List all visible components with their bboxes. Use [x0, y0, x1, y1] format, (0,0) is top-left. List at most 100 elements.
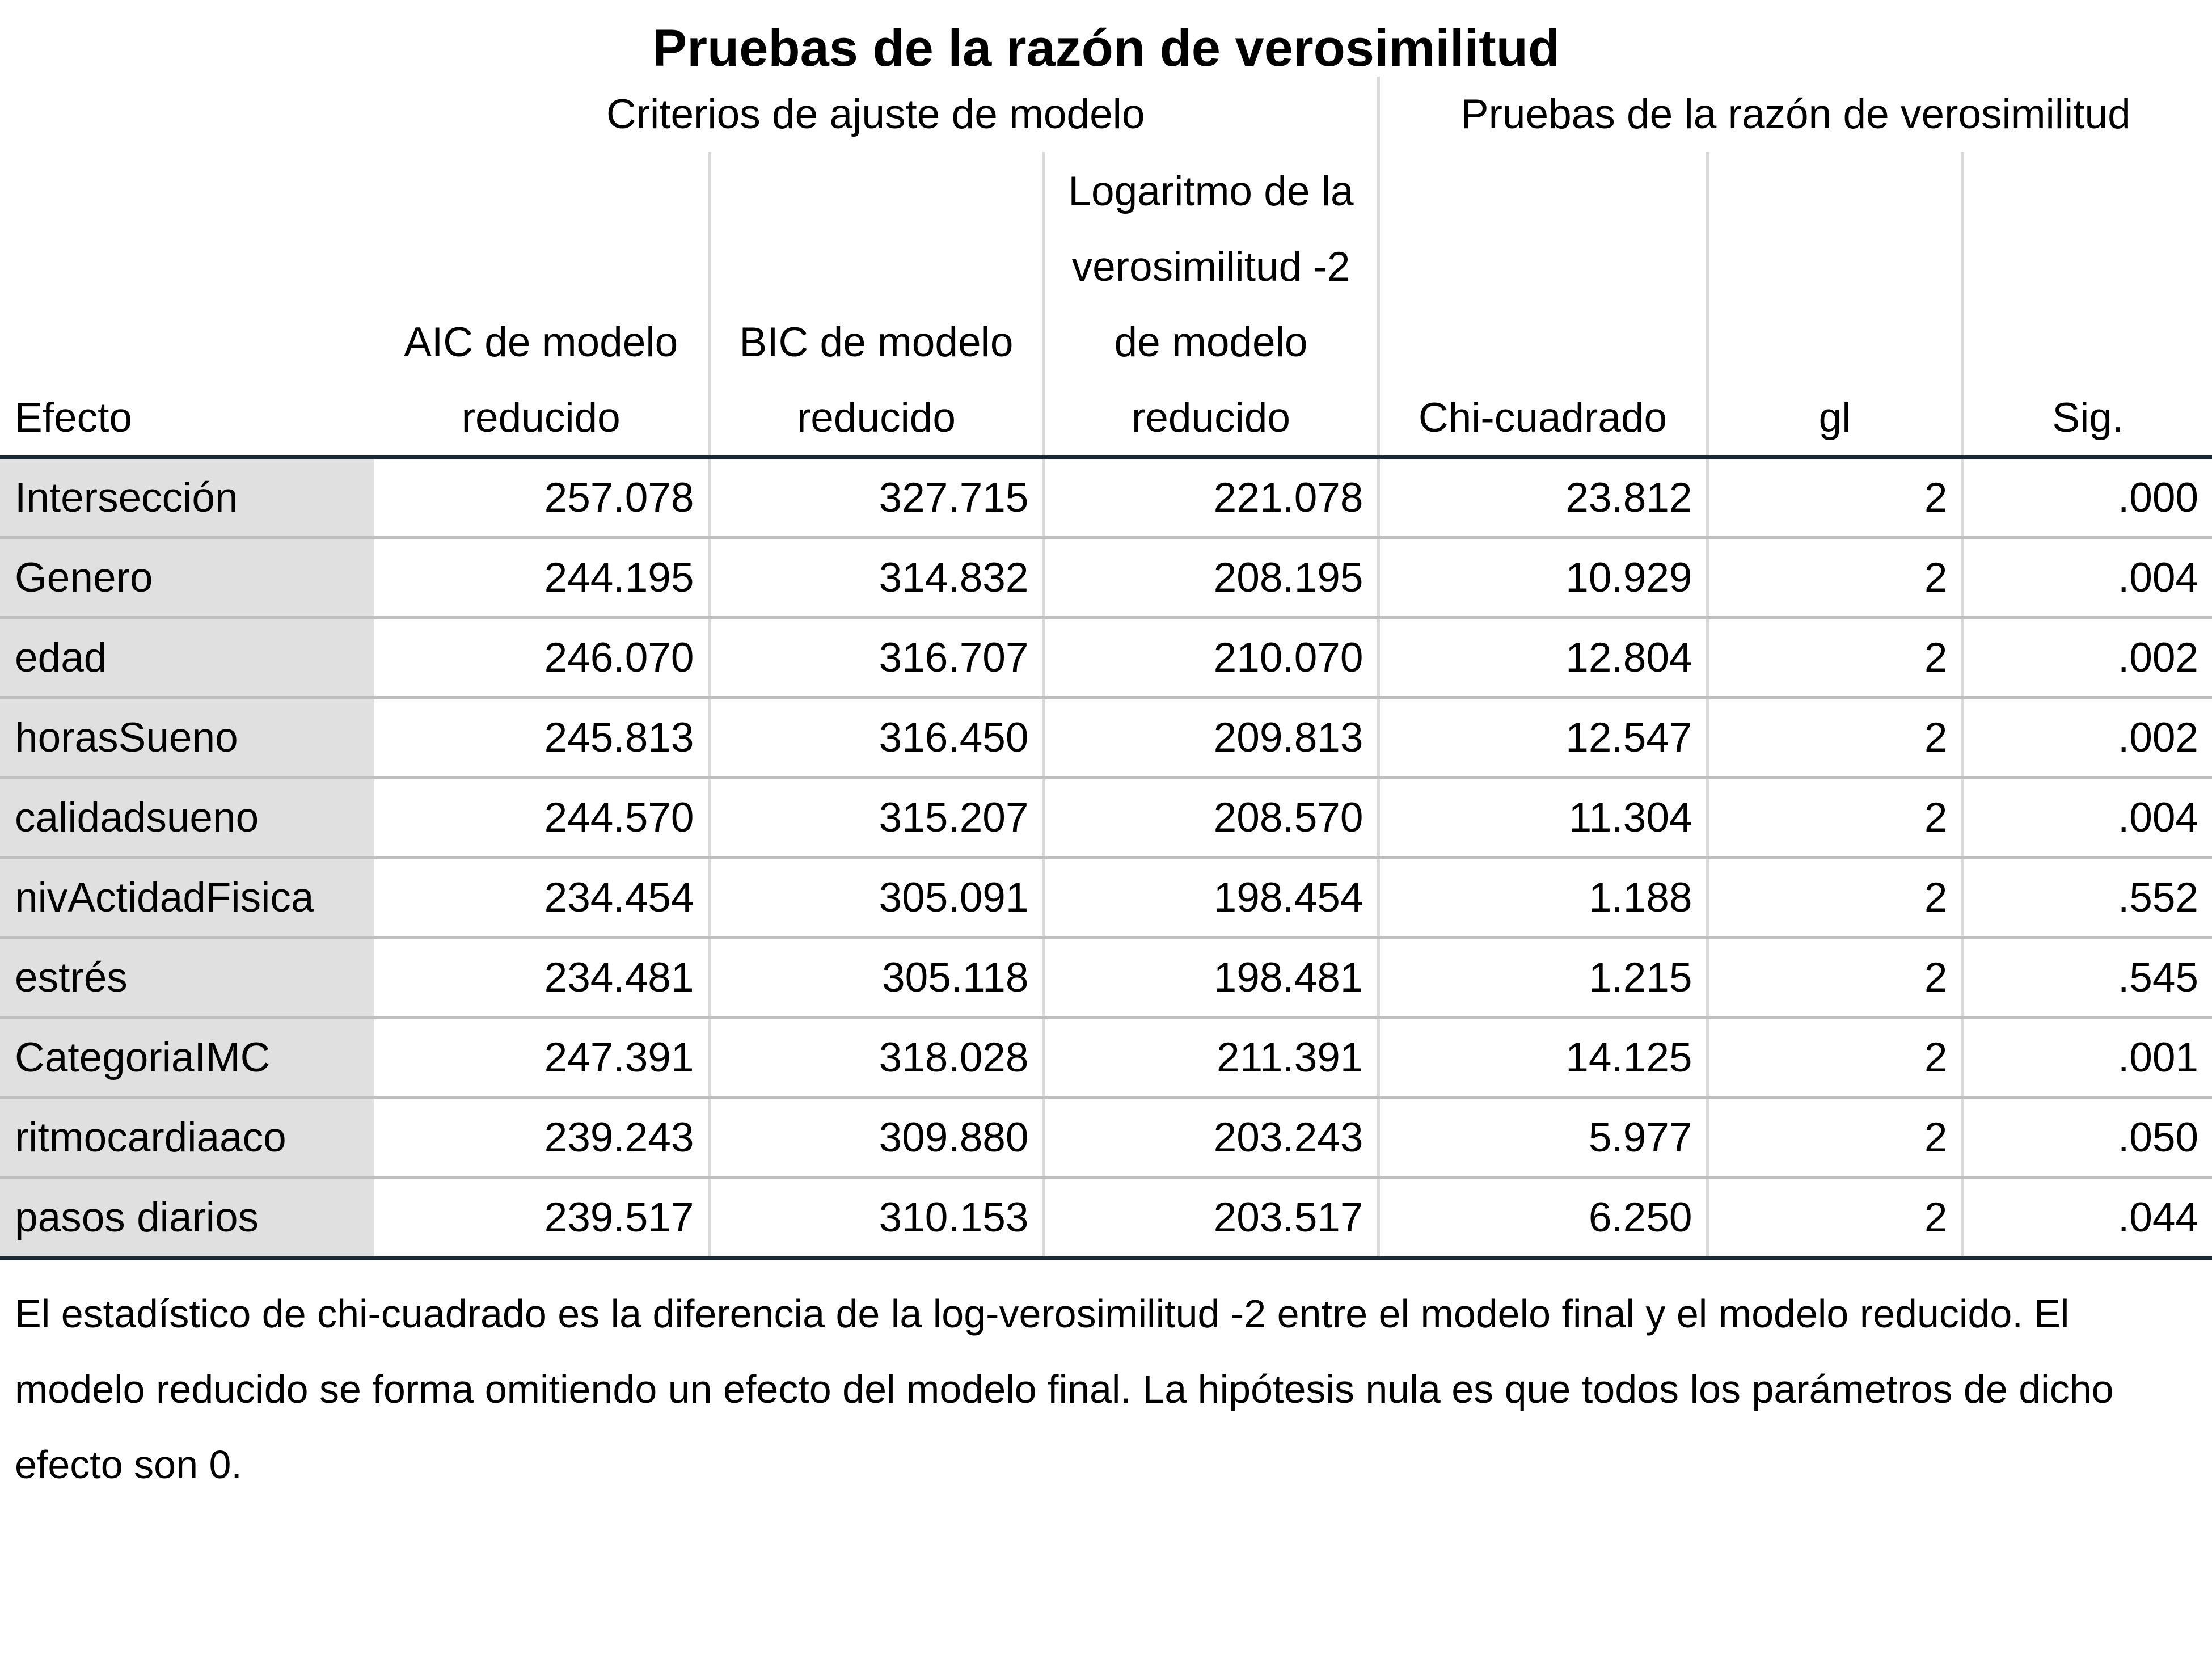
- effect-cell: Intersección: [0, 457, 374, 539]
- table-footnote: El estadístico de chi-cuadrado es la dif…: [15, 1292, 2114, 1487]
- chi-square-cell: 11.304: [1378, 778, 1709, 859]
- chi-square-cell: 14.125: [1378, 1018, 1709, 1099]
- sig-cell: .044: [1962, 1178, 2212, 1260]
- sig-cell: .004: [1962, 778, 2212, 859]
- sig-cell: .004: [1962, 538, 2212, 619]
- bic-cell: 305.118: [709, 938, 1045, 1019]
- column-header-bic: BIC de modelo reducido: [709, 152, 1045, 459]
- chi-square-cell: 1.188: [1378, 858, 1709, 939]
- df-cell: 2: [1707, 858, 1964, 939]
- aic-cell: 244.195: [374, 538, 711, 619]
- column-header-sig: Sig.: [1962, 152, 2212, 459]
- sig-cell: .001: [1962, 1018, 2212, 1099]
- table-title: Pruebas de la razón de verosimilitud: [652, 19, 1560, 77]
- table-row: nivActidadFisica 234.454 305.091 198.454…: [0, 858, 2212, 939]
- bic-cell: 327.715: [709, 457, 1045, 539]
- effect-cell: estrés: [0, 938, 374, 1019]
- bic-cell: 315.207: [709, 778, 1045, 859]
- effect-cell: ritmocardiaaco: [0, 1098, 374, 1179]
- aic-cell: 245.813: [374, 698, 711, 779]
- loglik-cell: 211.391: [1044, 1018, 1380, 1099]
- column-header-loglik-line: verosimilitud -2: [1071, 244, 1350, 290]
- bic-cell: 305.091: [709, 858, 1045, 939]
- bic-cell: 310.153: [709, 1178, 1045, 1260]
- loglik-cell: 210.070: [1044, 618, 1380, 699]
- effect-cell: nivActidadFisica: [0, 858, 374, 939]
- column-header-aic-line: reducido: [461, 395, 620, 441]
- aic-cell: 246.070: [374, 618, 711, 699]
- loglik-cell: 203.517: [1044, 1178, 1380, 1260]
- column-header-loglik-line: de modelo: [1114, 319, 1308, 365]
- corner-cell: [0, 77, 374, 152]
- loglik-cell: 221.078: [1044, 457, 1380, 539]
- chi-square-cell: 1.215: [1378, 938, 1709, 1019]
- column-header-loglik-line: reducido: [1131, 395, 1291, 441]
- table-row: Genero 244.195 314.832 208.195 10.929 2 …: [0, 538, 2212, 619]
- effect-cell: horasSueno: [0, 698, 374, 779]
- df-cell: 2: [1707, 538, 1964, 619]
- table-row: estrés 234.481 305.118 198.481 1.215 2 .…: [0, 938, 2212, 1019]
- column-header-loglik-line: Logaritmo de la: [1068, 168, 1354, 214]
- table-row: edad 246.070 316.707 210.070 12.804 2 .0…: [0, 618, 2212, 699]
- df-cell: 2: [1707, 1018, 1964, 1099]
- loglik-cell: 198.454: [1044, 858, 1380, 939]
- df-cell: 2: [1707, 1178, 1964, 1260]
- aic-cell: 239.517: [374, 1178, 711, 1260]
- sig-cell: .552: [1962, 858, 2212, 939]
- aic-cell: 234.454: [374, 858, 711, 939]
- bic-cell: 316.450: [709, 698, 1045, 779]
- loglik-cell: 209.813: [1044, 698, 1380, 779]
- column-header-aic: AIC de modelo reducido: [374, 152, 711, 459]
- effect-cell: CategoriaIMC: [0, 1018, 374, 1099]
- table-row: Intersección 257.078 327.715 221.078 23.…: [0, 457, 2212, 539]
- sig-cell: .545: [1962, 938, 2212, 1019]
- df-cell: 2: [1707, 938, 1964, 1019]
- chi-square-cell: 5.977: [1378, 1098, 1709, 1179]
- chi-square-cell: 10.929: [1378, 538, 1709, 619]
- group-header-lr-tests: Pruebas de la razón de verosimilitud: [1460, 91, 2131, 137]
- aic-cell: 234.481: [374, 938, 711, 1019]
- likelihood-ratio-table: Criterios de ajuste de modelo Pruebas de…: [0, 77, 2212, 1260]
- loglik-cell: 208.195: [1044, 538, 1380, 619]
- table-row: pasos diarios 239.517 310.153 203.517 6.…: [0, 1178, 2212, 1260]
- df-cell: 2: [1707, 1098, 1964, 1179]
- df-cell: 2: [1707, 618, 1964, 699]
- loglik-cell: 208.570: [1044, 778, 1380, 859]
- column-header-chi-square: Chi-cuadrado: [1378, 152, 1709, 459]
- sig-cell: .002: [1962, 618, 2212, 699]
- column-header-effect: Efecto: [0, 152, 374, 459]
- table-row: horasSueno 245.813 316.450 209.813 12.54…: [0, 698, 2212, 779]
- chi-square-cell: 12.804: [1378, 618, 1709, 699]
- table-row: calidadsueno 244.570 315.207 208.570 11.…: [0, 778, 2212, 859]
- sig-cell: .002: [1962, 698, 2212, 779]
- column-header-loglik: Logaritmo de la verosimilitud -2 de mode…: [1044, 152, 1380, 459]
- df-cell: 2: [1707, 698, 1964, 779]
- bic-cell: 316.707: [709, 618, 1045, 699]
- loglik-cell: 198.481: [1044, 938, 1380, 1019]
- chi-square-cell: 23.812: [1378, 457, 1709, 539]
- group-header-row: Criterios de ajuste de modelo Pruebas de…: [0, 77, 2212, 152]
- column-header-bic-line: BIC de modelo: [739, 319, 1014, 365]
- df-cell: 2: [1707, 457, 1964, 539]
- column-header-bic-line: reducido: [796, 395, 956, 441]
- bic-cell: 318.028: [709, 1018, 1045, 1099]
- bic-cell: 314.832: [709, 538, 1045, 619]
- table-row: CategoriaIMC 247.391 318.028 211.391 14.…: [0, 1018, 2212, 1099]
- aic-cell: 247.391: [374, 1018, 711, 1099]
- chi-square-cell: 12.547: [1378, 698, 1709, 779]
- sig-cell: .050: [1962, 1098, 2212, 1179]
- loglik-cell: 203.243: [1044, 1098, 1380, 1179]
- column-header-row: Efecto AIC de modelo reducido BIC de mod…: [0, 152, 2212, 459]
- chi-square-cell: 6.250: [1378, 1178, 1709, 1260]
- effect-cell: pasos diarios: [0, 1178, 374, 1260]
- effect-cell: edad: [0, 618, 374, 699]
- sig-cell: .000: [1962, 457, 2212, 539]
- group-header-fit-criteria: Criterios de ajuste de modelo: [374, 77, 1380, 152]
- bic-cell: 309.880: [709, 1098, 1045, 1179]
- aic-cell: 239.243: [374, 1098, 711, 1179]
- df-cell: 2: [1707, 778, 1964, 859]
- effect-cell: calidadsueno: [0, 778, 374, 859]
- aic-cell: 257.078: [374, 457, 711, 539]
- table-row: ritmocardiaaco 239.243 309.880 203.243 5…: [0, 1098, 2212, 1179]
